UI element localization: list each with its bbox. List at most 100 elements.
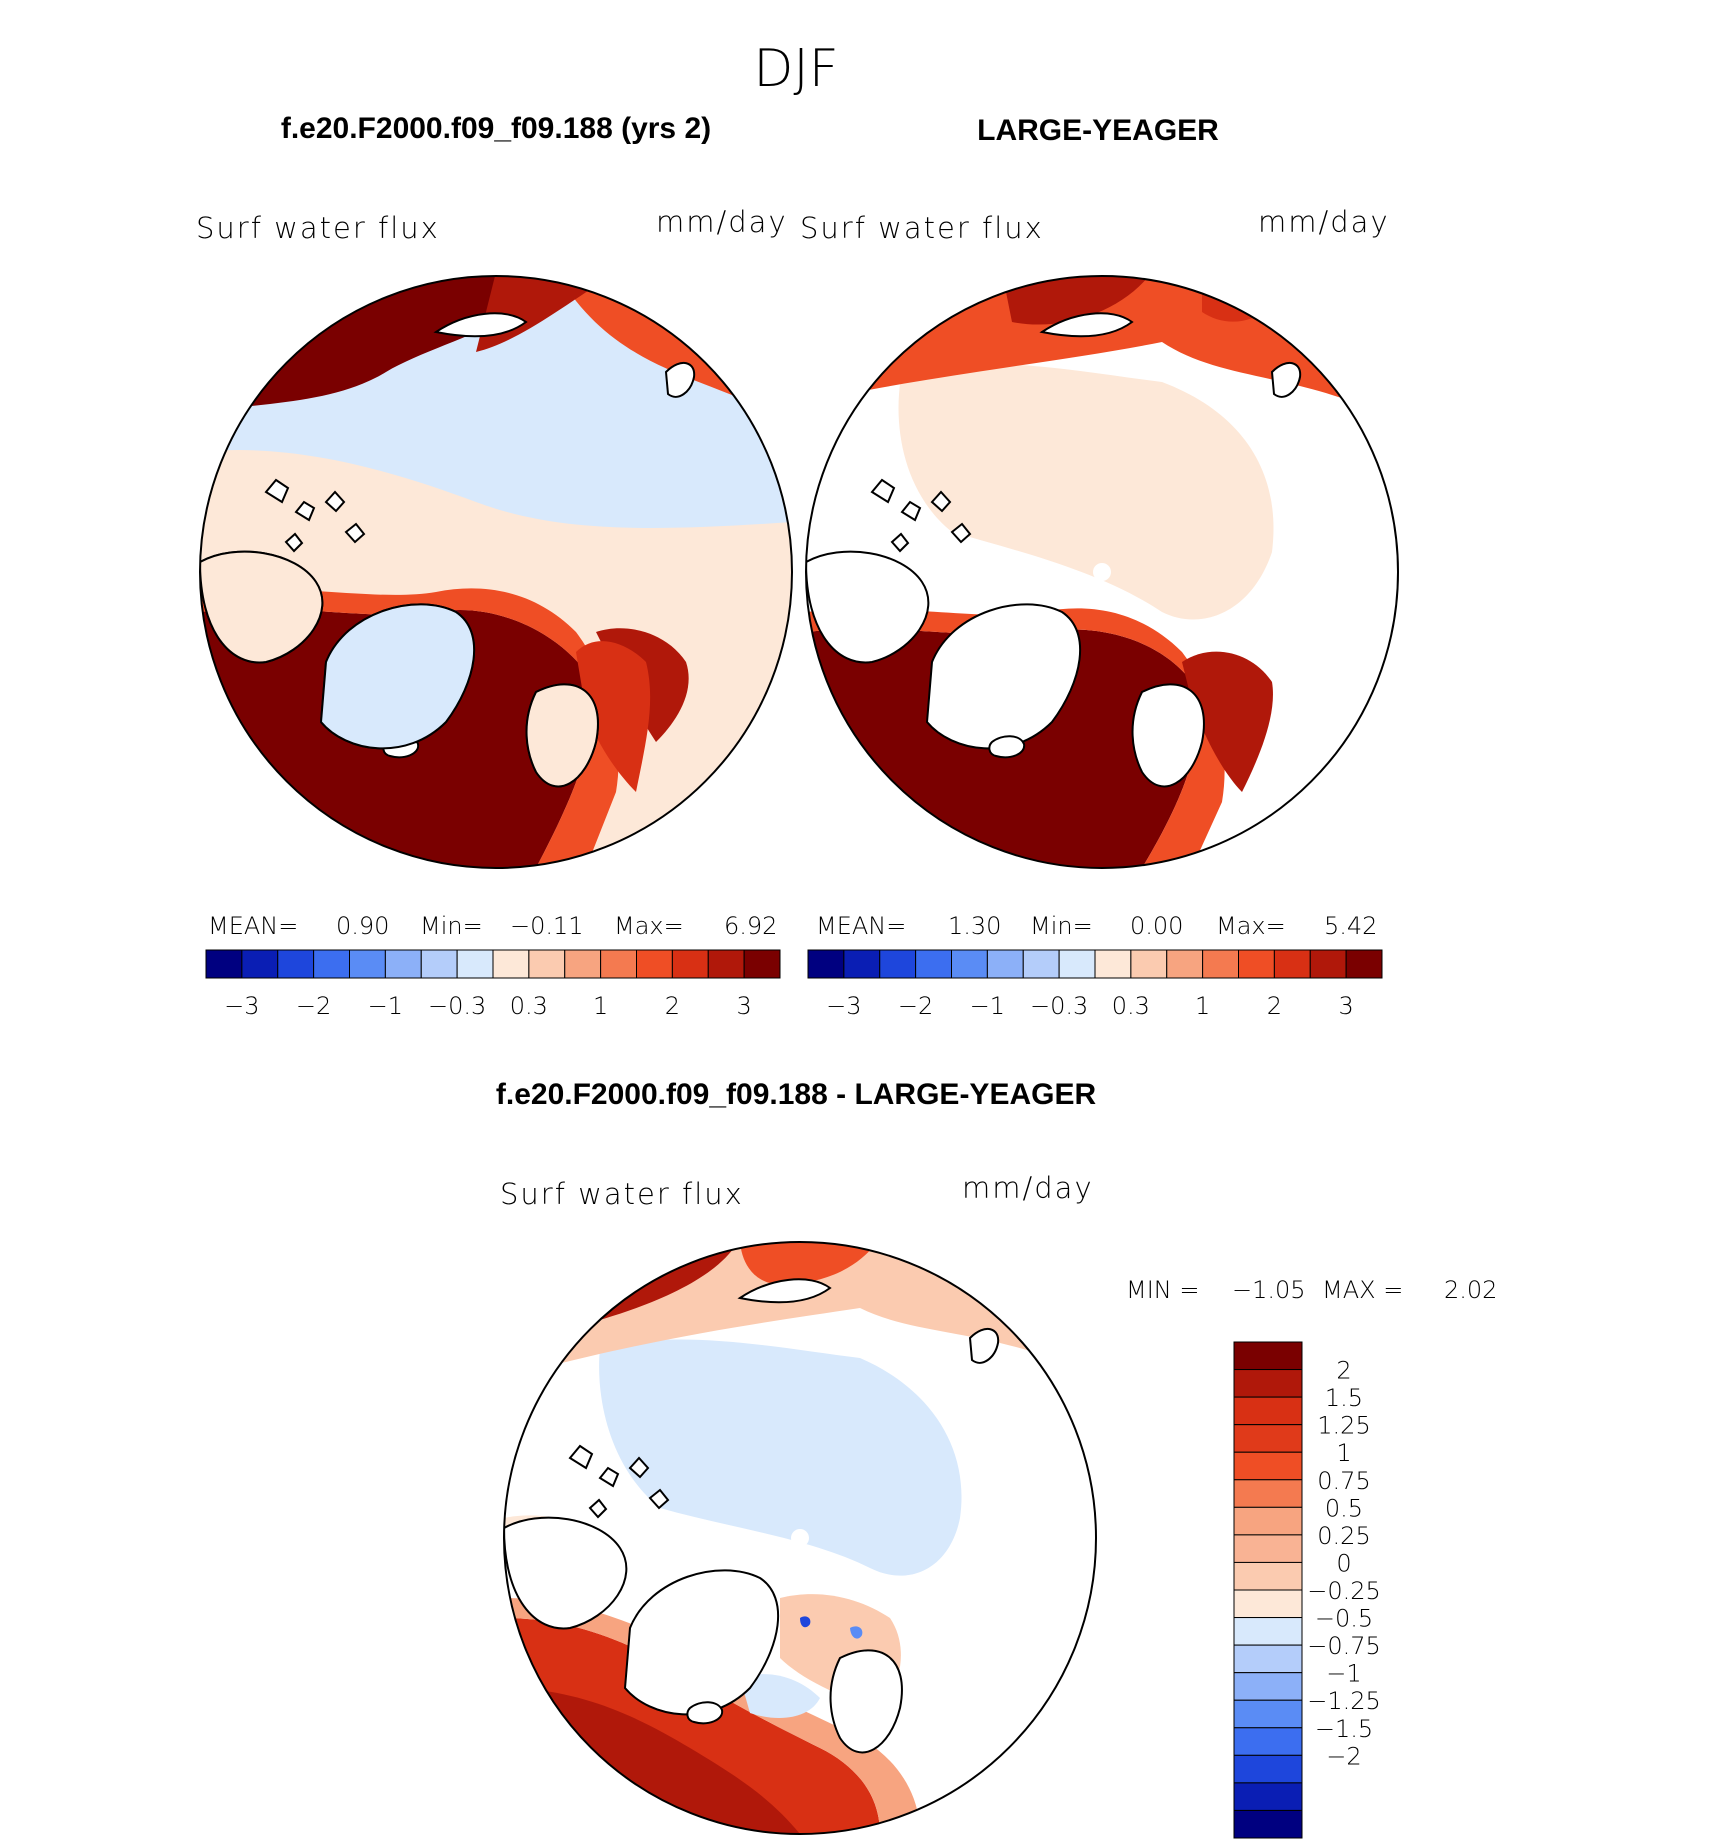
panel-obs-stats: MEAN= 1.30 Min= 0.00 Max= 5.42	[816, 912, 1377, 940]
colorbar-swatch	[1273, 949, 1311, 979]
colorbar-tick-label: 3	[736, 992, 751, 1020]
map-boundary	[199, 275, 793, 869]
stat-max-value: 5.42	[1324, 912, 1377, 940]
panel-model-colorbar: −3 −2 −1 −0.3 0.3 1 2 3	[205, 949, 781, 1020]
colorbar-swatch	[1130, 949, 1168, 979]
colorbar-tick-label: 2	[1267, 992, 1282, 1020]
colorbar-swatch	[707, 949, 745, 979]
colorbar-swatch	[384, 949, 422, 979]
panel-diff-map	[504, 1242, 1096, 1834]
stat-min-value: 0.00	[1130, 912, 1183, 940]
colorbar-swatch	[1233, 1534, 1303, 1563]
colorbar-swatch	[1233, 1754, 1303, 1784]
colorbar-swatch	[420, 949, 458, 979]
colorbar-swatch	[205, 949, 243, 979]
panel-obs-units: mm/day	[1258, 205, 1390, 239]
panel-model-stats: MEAN= 0.90 Min= −0.11 Max= 6.92	[208, 912, 777, 940]
colorbar-tick-label: 1	[593, 992, 608, 1020]
panel-obs-title: LARGE-YEAGER	[977, 114, 1219, 147]
colorbar-swatch	[1233, 1644, 1303, 1674]
colorbar-swatch	[1233, 1617, 1303, 1646]
colorbar-swatch	[1233, 1479, 1303, 1508]
colorbar-swatch	[349, 949, 386, 979]
colorbar-tick-label: −1.5	[1315, 1715, 1373, 1743]
colorbar-swatch	[456, 949, 494, 979]
colorbar-tick-label: 1	[1336, 1439, 1351, 1467]
colorbar-swatch	[1233, 1782, 1303, 1811]
colorbar-tick-label: 0.5	[1325, 1494, 1363, 1522]
colorbar-swatch	[879, 949, 917, 979]
colorbar-swatch	[600, 949, 637, 979]
colorbar-swatch	[1238, 949, 1275, 979]
colorbar-tick-label: −2	[1326, 1742, 1361, 1770]
colorbar-tick-label: 0	[1336, 1549, 1351, 1577]
stat-min-value: −0.11	[510, 912, 584, 940]
diff-max-value: 2.02	[1444, 1276, 1497, 1304]
stat-mean-value: 0.90	[336, 912, 389, 940]
map-boundary	[805, 275, 1399, 869]
diff-min-label: MIN =	[1126, 1276, 1199, 1304]
colorbar-tick-label: −2	[898, 992, 933, 1020]
colorbar-swatch	[1058, 949, 1096, 979]
colorbar-swatch	[1233, 1699, 1303, 1729]
panel-obs-map	[806, 276, 1398, 868]
colorbar-swatch	[1233, 1396, 1303, 1426]
colorbar-swatch	[1202, 949, 1239, 979]
map-boundary	[503, 1241, 1097, 1835]
colorbar-swatch	[636, 949, 673, 979]
panel-diff-stats: MIN = −1.05 MAX = 2.02	[1126, 1276, 1497, 1304]
colorbar-tick-label: 1	[1195, 992, 1210, 1020]
colorbar-tick-label: 0.75	[1317, 1467, 1370, 1495]
colorbar-tick-label: −0.5	[1315, 1605, 1373, 1633]
colorbar-swatch	[277, 949, 315, 979]
panel-obs: LARGE-YEAGER Surf water flux mm/day MEAN…	[800, 114, 1399, 1020]
colorbar-swatch	[1309, 949, 1347, 979]
panel-model-variable: Surf water flux	[196, 211, 440, 245]
colorbar-tick-label: 1.25	[1317, 1412, 1370, 1440]
panel-model-units: mm/day	[656, 205, 788, 239]
colorbar-tick-label: −0.3	[428, 992, 486, 1020]
colorbar-swatch	[1233, 1424, 1303, 1453]
panel-diff-variable: Surf water flux	[500, 1177, 744, 1211]
colorbar-tick-label: −3	[224, 992, 259, 1020]
colorbar-swatch	[915, 949, 952, 979]
colorbar-swatch	[671, 949, 709, 979]
colorbar-swatch	[313, 949, 350, 979]
panel-diff-colorbar: 21.51.2510.750.50.250−0.25−0.5−0.75−1−1.…	[1233, 1341, 1381, 1839]
stat-max-label: Max=	[1216, 912, 1286, 940]
stat-min-label: Min=	[1030, 912, 1093, 940]
panel-model: f.e20.F2000.f09_f09.188 (yrs 2) Surf wat…	[196, 112, 793, 1020]
stat-mean-label: MEAN=	[816, 912, 906, 940]
panel-obs-variable: Surf water flux	[800, 211, 1044, 245]
stat-max-value: 6.92	[724, 912, 777, 940]
stat-min-label: Min=	[420, 912, 483, 940]
panel-diff-title: f.e20.F2000.f09_f09.188 - LARGE-YEAGER	[496, 1078, 1097, 1111]
colorbar-tick-label: −3	[826, 992, 861, 1020]
colorbar-swatch	[492, 949, 530, 979]
colorbar-swatch	[1233, 1506, 1303, 1536]
colorbar-tick-label: −1	[1326, 1660, 1361, 1688]
colorbar-tick-label: 3	[1338, 992, 1353, 1020]
colorbar-swatch	[1233, 1369, 1303, 1398]
colorbar-swatch	[1233, 1341, 1303, 1371]
panel-model-title: f.e20.F2000.f09_f09.188 (yrs 2)	[281, 112, 711, 145]
colorbar-swatch	[843, 949, 881, 979]
panel-diff: f.e20.F2000.f09_f09.188 - LARGE-YEAGER S…	[496, 1078, 1497, 1839]
colorbar-tick-label: −1	[368, 992, 403, 1020]
colorbar-tick-label: −1.25	[1307, 1687, 1381, 1715]
colorbar-tick-label: −1	[970, 992, 1005, 1020]
colorbar-tick-label: 0.25	[1317, 1522, 1370, 1550]
colorbar-swatch	[1233, 1672, 1303, 1701]
season-title: DJF	[753, 39, 838, 99]
colorbar-swatch	[1094, 949, 1132, 979]
colorbar-swatch	[986, 949, 1024, 979]
diff-max-label: MAX =	[1322, 1276, 1403, 1304]
colorbar-swatch	[1022, 949, 1060, 979]
colorbar-tick-label: 2	[1336, 1357, 1351, 1385]
stat-max-label: Max=	[614, 912, 684, 940]
panel-diff-units: mm/day	[962, 1171, 1094, 1205]
colorbar-swatch	[951, 949, 988, 979]
colorbar-tick-label: −2	[296, 992, 331, 1020]
colorbar-tick-label: 2	[665, 992, 680, 1020]
